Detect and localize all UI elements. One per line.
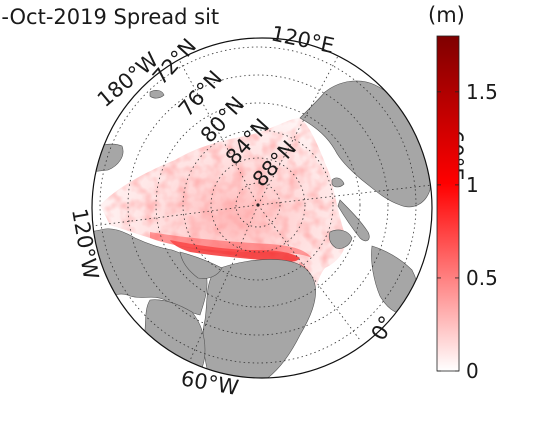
land-masses [92,80,432,378]
siberia-landmass [299,80,432,208]
latitude-circle-88 [235,182,281,228]
meridian-180 [169,42,259,206]
ellesmere-island [179,251,223,279]
latitude-circle-76 [155,102,361,308]
latitude-circle-68 [99,46,417,364]
colorbar-unit: (m) [428,3,465,27]
meridian-120W [92,204,259,227]
colorbar-gradient [436,35,460,372]
novaya-zemlya [337,199,370,242]
meridian-60W [184,204,259,373]
moderate-spread-band [150,232,312,258]
north-pole-marker [256,203,260,207]
colorbar-ticks: 0 0.5 1 1.5 [437,80,498,383]
colorbar: (m) 0 0.5 1 1.5 [428,3,498,383]
colorbar-tick-label: 0 [466,359,479,383]
colorbar-tick-label: 1.5 [466,80,498,104]
graticule [92,42,432,373]
colorbar-tick-label: 0.5 [466,266,498,290]
latitude-circle-80 [182,129,334,281]
latitude-circle-72 [127,74,389,336]
sea-ice-spread-field [100,118,346,298]
map-disk [92,38,432,378]
wrangel-island [149,90,165,99]
map-title: 8-Oct-2019 Spread sit [0,5,219,29]
latitude-circle-84 [210,157,306,253]
colorbar-tick-label: 1 [466,173,479,197]
canadian-archipelago [92,228,208,316]
meridian-120E [257,42,346,206]
meridian-0 [257,204,361,341]
map-frame [91,37,433,379]
svalbard-franz-josef-islands [328,229,353,249]
greenland-landmass [202,259,316,378]
severnaya-zemlya-islands [331,177,345,188]
